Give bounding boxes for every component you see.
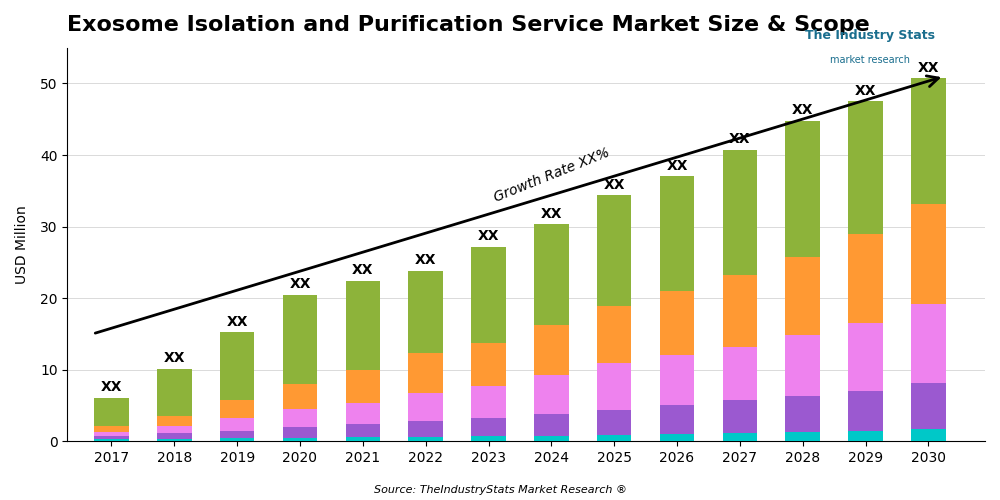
Bar [157, 434, 192, 439]
Bar [660, 434, 694, 442]
Bar [283, 427, 317, 438]
Bar [220, 332, 254, 400]
Text: The Industry Stats: The Industry Stats [805, 28, 935, 42]
Text: XX: XX [855, 84, 876, 98]
Text: XX: XX [478, 229, 499, 243]
Bar [346, 424, 380, 437]
Bar [723, 400, 757, 432]
Text: XX: XX [101, 380, 122, 394]
Bar [597, 435, 631, 442]
Text: XX: XX [792, 103, 813, 117]
Bar [785, 336, 820, 396]
Text: Growth Rate XX%: Growth Rate XX% [491, 146, 611, 205]
Bar [408, 271, 443, 353]
Bar [534, 436, 569, 442]
Text: XX: XX [415, 254, 436, 268]
Bar [911, 429, 946, 442]
Bar [911, 204, 946, 304]
Bar [94, 439, 129, 442]
Bar [597, 410, 631, 435]
Bar [220, 432, 254, 438]
Bar [283, 438, 317, 442]
Bar [94, 398, 129, 426]
Text: XX: XX [729, 132, 751, 146]
Y-axis label: USD Million: USD Million [15, 205, 29, 284]
Text: XX: XX [603, 178, 625, 192]
Bar [785, 120, 820, 256]
Bar [660, 356, 694, 406]
Bar [848, 323, 883, 391]
Bar [723, 432, 757, 442]
Bar [848, 430, 883, 442]
Bar [597, 195, 631, 306]
Bar [534, 374, 569, 414]
Bar [408, 354, 443, 393]
Bar [283, 409, 317, 427]
Bar [346, 370, 380, 402]
Bar [534, 224, 569, 324]
Bar [911, 304, 946, 382]
Text: XX: XX [666, 159, 688, 173]
Bar [785, 432, 820, 442]
Text: XX: XX [918, 61, 939, 75]
Bar [220, 400, 254, 418]
Bar [157, 416, 192, 426]
Bar [785, 396, 820, 432]
Bar [848, 102, 883, 234]
Bar [723, 347, 757, 401]
Bar [346, 437, 380, 442]
Bar [534, 414, 569, 436]
Bar [94, 436, 129, 439]
Bar [157, 439, 192, 442]
Text: Exosome Isolation and Purification Service Market Size & Scope: Exosome Isolation and Purification Servi… [67, 15, 870, 35]
Bar [848, 234, 883, 323]
Bar [408, 392, 443, 421]
Text: XX: XX [226, 315, 248, 329]
Bar [911, 382, 946, 429]
Bar [220, 438, 254, 442]
Text: market research: market research [830, 55, 910, 65]
Bar [157, 426, 192, 434]
Bar [283, 294, 317, 384]
Bar [785, 256, 820, 336]
Text: Source: TheIndustryStats Market Research ®: Source: TheIndustryStats Market Research… [374, 485, 626, 495]
Bar [471, 386, 506, 418]
Bar [471, 246, 506, 343]
Bar [220, 418, 254, 432]
Bar [471, 343, 506, 386]
Bar [471, 436, 506, 442]
Bar [346, 281, 380, 370]
Bar [597, 306, 631, 364]
Bar [660, 176, 694, 291]
Bar [94, 432, 129, 436]
Bar [408, 437, 443, 442]
Text: XX: XX [164, 352, 185, 366]
Bar [848, 391, 883, 430]
Bar [723, 150, 757, 275]
Bar [723, 275, 757, 347]
Bar [94, 426, 129, 432]
Bar [346, 402, 380, 424]
Text: XX: XX [541, 207, 562, 221]
Bar [660, 291, 694, 356]
Bar [597, 364, 631, 410]
Bar [911, 78, 946, 204]
Text: XX: XX [352, 264, 374, 278]
Bar [660, 406, 694, 434]
Bar [408, 421, 443, 437]
Text: XX: XX [289, 277, 311, 291]
Bar [283, 384, 317, 409]
Bar [471, 418, 506, 436]
Bar [157, 369, 192, 416]
Bar [534, 324, 569, 374]
